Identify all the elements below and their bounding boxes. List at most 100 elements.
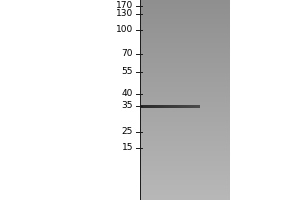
Bar — [140, 32, 230, 33]
Bar — [140, 24, 230, 25]
Bar — [140, 88, 230, 89]
Bar — [140, 115, 230, 116]
Bar — [140, 93, 230, 94]
Bar — [140, 192, 230, 193]
Bar — [140, 155, 230, 156]
Bar — [140, 142, 230, 143]
Bar — [147, 104, 148, 108]
Bar — [140, 197, 230, 198]
Bar — [140, 25, 230, 26]
Bar — [140, 62, 230, 63]
Bar — [144, 104, 145, 108]
Bar — [140, 168, 230, 169]
Bar — [140, 148, 230, 149]
Bar — [140, 9, 230, 10]
Bar — [199, 104, 200, 108]
Bar — [140, 153, 230, 154]
Bar — [140, 97, 230, 98]
Bar — [146, 104, 147, 108]
Bar — [140, 129, 230, 130]
Bar — [196, 104, 197, 108]
Text: 100: 100 — [116, 25, 133, 34]
Bar — [140, 60, 230, 61]
Bar — [140, 151, 230, 152]
Bar — [140, 175, 230, 176]
Bar — [140, 38, 230, 39]
Bar — [177, 104, 178, 108]
Text: 55: 55 — [122, 67, 133, 76]
Bar — [140, 133, 230, 134]
Bar — [172, 104, 173, 108]
Bar — [140, 70, 230, 71]
Bar — [140, 104, 141, 108]
Bar — [140, 102, 230, 103]
Bar — [140, 170, 230, 171]
Bar — [181, 104, 182, 108]
Bar — [191, 104, 192, 108]
Bar — [140, 66, 230, 67]
Bar — [178, 104, 179, 108]
Bar — [140, 109, 230, 110]
Bar — [140, 50, 230, 51]
Bar — [140, 46, 230, 47]
Bar — [140, 196, 230, 197]
Bar — [140, 100, 230, 101]
Bar — [140, 152, 230, 153]
Bar — [140, 57, 230, 58]
Bar — [140, 28, 230, 29]
Bar — [169, 104, 170, 108]
Bar — [140, 116, 230, 117]
Bar — [140, 7, 230, 8]
Bar — [140, 49, 230, 50]
Bar — [140, 67, 230, 68]
Bar — [140, 114, 230, 115]
Bar — [140, 159, 230, 160]
Bar — [140, 11, 230, 12]
Bar — [140, 41, 230, 42]
Bar — [159, 104, 160, 108]
Bar — [155, 104, 156, 108]
Bar — [140, 85, 230, 86]
Bar — [140, 172, 230, 173]
Bar — [161, 104, 162, 108]
Bar — [140, 134, 230, 135]
Bar — [140, 105, 230, 106]
Bar — [140, 120, 230, 121]
Bar — [140, 154, 230, 155]
Bar — [184, 104, 185, 108]
Bar — [140, 37, 230, 38]
Bar — [173, 104, 174, 108]
Bar — [140, 117, 230, 118]
Bar — [140, 63, 230, 64]
Bar — [140, 20, 230, 21]
Bar — [140, 31, 230, 32]
Bar — [148, 104, 149, 108]
Bar — [140, 77, 230, 78]
Bar — [140, 65, 230, 66]
Bar — [140, 51, 230, 52]
Bar — [140, 149, 230, 150]
Bar — [140, 56, 230, 57]
Bar — [180, 104, 181, 108]
Bar — [140, 29, 230, 30]
Bar — [140, 89, 230, 90]
Bar — [140, 53, 230, 54]
Bar — [140, 90, 230, 91]
Bar — [140, 188, 230, 189]
Bar — [140, 107, 230, 108]
Text: 25: 25 — [122, 128, 133, 136]
Bar — [140, 3, 230, 4]
Bar — [140, 14, 230, 15]
Bar — [140, 147, 230, 148]
Bar — [165, 104, 166, 108]
Bar — [140, 73, 230, 74]
Bar — [140, 42, 230, 43]
Bar — [140, 180, 230, 181]
Bar — [198, 104, 199, 108]
Bar — [140, 165, 230, 166]
Bar — [186, 104, 187, 108]
Bar — [174, 104, 175, 108]
Bar — [140, 58, 230, 59]
Bar — [140, 182, 230, 183]
Bar — [140, 98, 230, 99]
